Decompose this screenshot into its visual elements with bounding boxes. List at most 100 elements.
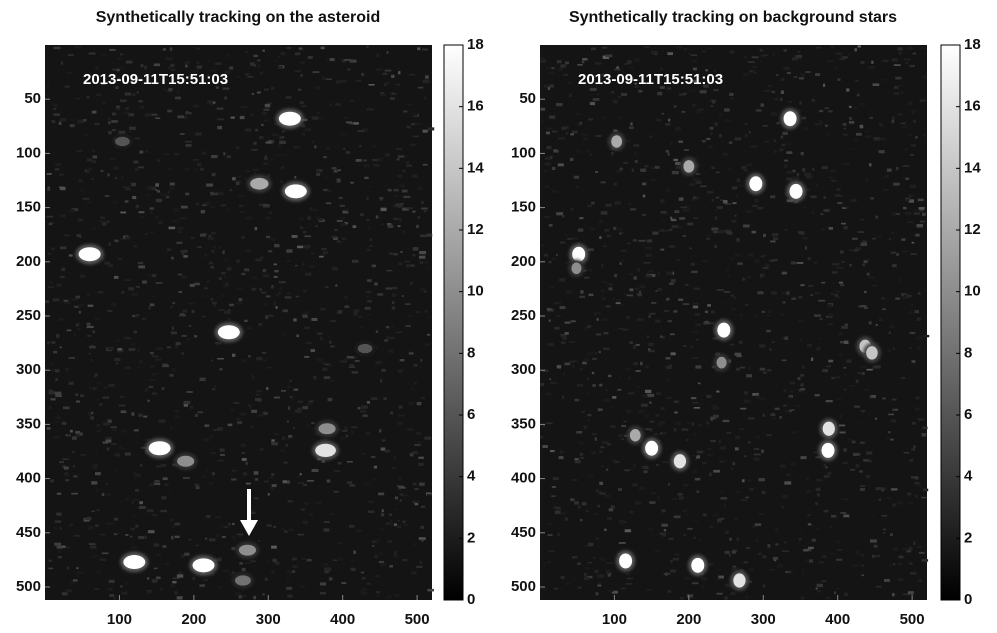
noise-speck [409, 452, 414, 457]
noise-speck [107, 346, 115, 351]
noise-speck [251, 276, 258, 279]
noise-speck [784, 541, 787, 544]
noise-speck [666, 189, 670, 192]
noise-speck [391, 467, 396, 470]
noise-speck [73, 97, 77, 100]
noise-speck [322, 367, 328, 372]
noise-speck [910, 253, 917, 256]
noise-speck [920, 47, 927, 50]
noise-speck [811, 211, 815, 215]
noise-speck [65, 479, 70, 482]
noise-speck [274, 59, 278, 62]
noise-speck [753, 453, 761, 456]
noise-speck [263, 303, 267, 306]
noise-speck [218, 246, 222, 249]
noise-speck [146, 509, 154, 513]
noise-speck [691, 401, 699, 404]
noise-speck [882, 176, 886, 179]
noise-speck [172, 302, 176, 305]
noise-speck [84, 133, 88, 137]
noise-speck [736, 178, 740, 182]
noise-speck [836, 266, 844, 269]
noise-speck [211, 155, 218, 159]
noise-speck [576, 113, 581, 115]
noise-speck [315, 225, 318, 228]
noise-speck [601, 46, 608, 49]
noise-speck [644, 165, 649, 168]
noise-speck [830, 45, 834, 48]
noise-speck [186, 390, 193, 393]
noise-speck [104, 195, 110, 197]
noise-speck [302, 230, 307, 234]
noise-speck [172, 368, 176, 371]
noise-speck [564, 321, 571, 324]
noise-speck [117, 77, 121, 81]
noise-speck [726, 268, 730, 272]
noise-speck [831, 376, 835, 380]
noise-speck [287, 480, 290, 484]
noise-speck [287, 500, 293, 503]
colorbar-tick-label: 12 [964, 221, 981, 238]
noise-speck [707, 453, 714, 456]
noise-speck [825, 466, 828, 469]
noise-speck [265, 235, 271, 239]
noise-speck [219, 525, 227, 528]
noise-speck [799, 77, 804, 80]
noise-speck [557, 533, 560, 537]
noise-speck [381, 527, 386, 530]
noise-speck [910, 110, 918, 112]
noise-speck [137, 365, 141, 369]
noise-speck [664, 229, 670, 232]
noise-speck [393, 253, 398, 256]
noise-speck [251, 409, 257, 413]
noise-speck [277, 144, 282, 148]
noise-speck [840, 498, 848, 500]
noise-speck [114, 469, 119, 472]
noise-speck [918, 484, 923, 488]
noise-speck [868, 321, 872, 325]
noise-speck [895, 297, 900, 300]
noise-speck [366, 400, 371, 404]
noise-speck [701, 140, 706, 143]
noise-speck [908, 502, 914, 505]
noise-speck [378, 561, 384, 563]
noise-speck [316, 168, 323, 173]
noise-speck [644, 246, 652, 250]
noise-speck [854, 48, 857, 52]
noise-speck [893, 212, 901, 216]
noise-speck [549, 450, 555, 453]
noise-speck [762, 555, 767, 559]
noise-speck [171, 535, 174, 540]
noise-speck [55, 420, 58, 423]
noise-speck [632, 483, 638, 487]
noise-speck [241, 452, 246, 454]
noise-speck [659, 229, 665, 233]
noise-speck [54, 435, 61, 440]
noise-speck [819, 120, 823, 124]
noise-speck [548, 285, 555, 288]
noise-speck [389, 97, 395, 100]
noise-speck [558, 455, 564, 460]
noise-speck [897, 578, 904, 581]
noise-speck [769, 348, 772, 351]
noise-speck [231, 478, 237, 481]
noise-speck [126, 130, 132, 133]
noise-speck [730, 97, 734, 100]
noise-speck [780, 313, 785, 316]
noise-speck [325, 78, 332, 81]
noise-speck [786, 170, 793, 174]
noise-speck [102, 396, 110, 399]
noise-speck [598, 408, 603, 411]
noise-speck [155, 282, 163, 284]
noise-speck [556, 365, 562, 369]
noise-speck [54, 520, 62, 523]
noise-speck [558, 137, 566, 140]
noise-speck [773, 139, 777, 143]
noise-speck [360, 571, 365, 574]
noise-speck [109, 48, 116, 51]
noise-speck [80, 394, 85, 398]
noise-speck [805, 175, 813, 179]
noise-speck [270, 157, 273, 161]
noise-speck [749, 568, 754, 571]
noise-speck [381, 509, 384, 513]
